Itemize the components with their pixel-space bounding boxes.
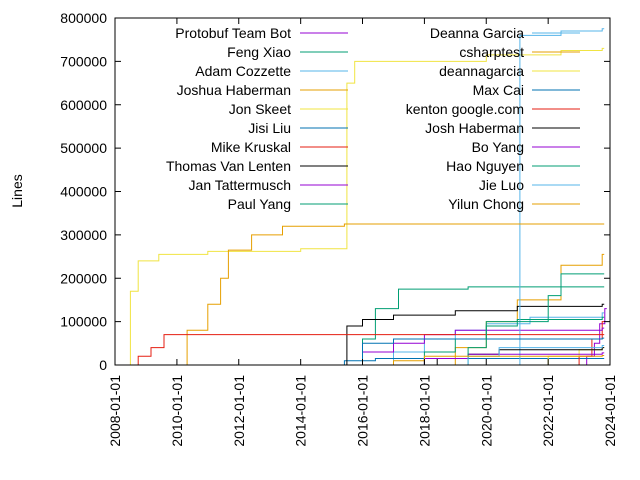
legend-entry: Adam Cozzette	[195, 63, 348, 79]
y-tick-label: 600000	[60, 97, 107, 113]
legend-label: Jon Skeet	[229, 101, 291, 117]
x-tick-label: 2012-01-01	[231, 375, 247, 447]
y-tick-label: 400000	[60, 184, 107, 200]
legend-label: Max Cai	[473, 82, 524, 98]
y-tick-label: 100000	[60, 314, 107, 330]
legend-label: Bo Yang	[472, 139, 524, 155]
x-tick-label: 2020-01-01	[478, 375, 494, 447]
x-tick-label: 2022-01-01	[540, 375, 556, 447]
series-line	[344, 303, 605, 366]
series-line	[352, 286, 605, 366]
legend-entry: Jan Tattermusch	[189, 177, 348, 193]
legend-label: Jan Tattermusch	[189, 177, 291, 193]
series-line	[127, 47, 605, 366]
legend-entry: Max Cai	[473, 82, 580, 98]
legend-label: Deanna Garcia	[430, 25, 524, 41]
legend-entry: Joshua Haberman	[177, 82, 348, 98]
y-tick-label: 500000	[60, 140, 107, 156]
legend-label: Feng Xiao	[227, 44, 291, 60]
x-tick-label: 2016-01-01	[355, 375, 371, 447]
legend-entry: Bo Yang	[472, 139, 580, 155]
legend-label: Mike Kruskal	[211, 139, 291, 155]
legend-entry: Paul Yang	[228, 196, 348, 212]
legend-entry: Protobuf Team Bot	[175, 25, 348, 41]
series-line	[406, 316, 605, 366]
y-axis-ticks: 0 100000 200000 300000 400000 500000 600000 700…	[60, 10, 610, 373]
legend-label: Jisi Liu	[248, 120, 291, 136]
legend-label: Josh Haberman	[425, 120, 524, 136]
x-tick-label: 2018-01-01	[416, 375, 432, 447]
x-tick-label: 2024-01-01	[602, 375, 618, 447]
legend: Protobuf Team Bot Feng Xiao Adam Cozzette J…	[166, 25, 580, 212]
y-tick-label: 800000	[60, 10, 107, 26]
legend-label: Hao Nguyen	[446, 158, 524, 174]
legend-label: Adam Cozzette	[195, 63, 291, 79]
legend-entry: Thomas Van Lenten	[166, 158, 348, 174]
legend-label: Protobuf Team Bot	[175, 25, 291, 41]
legend-entry: Mike Kruskal	[211, 139, 348, 155]
series-line	[455, 273, 605, 366]
legend-entry: kenton google.com	[406, 101, 580, 117]
series-line	[362, 355, 605, 366]
legend-entry: Feng Xiao	[227, 44, 348, 60]
legend-label: Yilun Chong	[448, 196, 524, 212]
legend-label: Joshua Haberman	[177, 82, 291, 98]
legend-entry: csharptest	[459, 44, 580, 60]
series-line	[323, 358, 605, 366]
legend-entry: Hao Nguyen	[446, 158, 580, 174]
legend-entry: Jie Luo	[479, 177, 580, 193]
series-line	[344, 327, 605, 366]
legend-entry: Jisi Liu	[248, 120, 348, 136]
y-tick-label: 700000	[60, 53, 107, 69]
x-axis-ticks: 2008-01-01 2010-01-01 2012-01-01 2014-01-01…	[107, 18, 618, 447]
y-tick-label: 300000	[60, 227, 107, 243]
legend-label: Paul Yang	[228, 196, 291, 212]
legend-entry: Yilun Chong	[448, 196, 580, 212]
series-line	[181, 223, 605, 366]
legend-label: Jie Luo	[479, 177, 524, 193]
plot-lines	[127, 28, 607, 366]
series-line	[517, 28, 605, 366]
legend-entry: Josh Haberman	[425, 120, 580, 136]
legend-entry: Jon Skeet	[229, 101, 348, 117]
legend-label: Thomas Van Lenten	[166, 158, 291, 174]
y-axis-label: Lines	[9, 174, 25, 207]
x-tick-label: 2008-01-01	[107, 375, 123, 447]
series-line	[406, 253, 605, 366]
x-tick-label: 2010-01-01	[169, 375, 185, 447]
series-line	[130, 334, 605, 366]
y-tick-label: 200000	[60, 270, 107, 286]
y-tick-label: 0	[99, 357, 107, 373]
legend-entry: Deanna Garcia	[430, 25, 580, 41]
legend-label: csharptest	[459, 44, 524, 60]
legend-label: deannagarcia	[439, 63, 524, 79]
series-line	[437, 345, 605, 366]
legend-entry: deannagarcia	[439, 63, 580, 79]
legend-label: kenton google.com	[406, 101, 524, 117]
x-tick-label: 2014-01-01	[293, 375, 309, 447]
series-line	[571, 308, 607, 366]
